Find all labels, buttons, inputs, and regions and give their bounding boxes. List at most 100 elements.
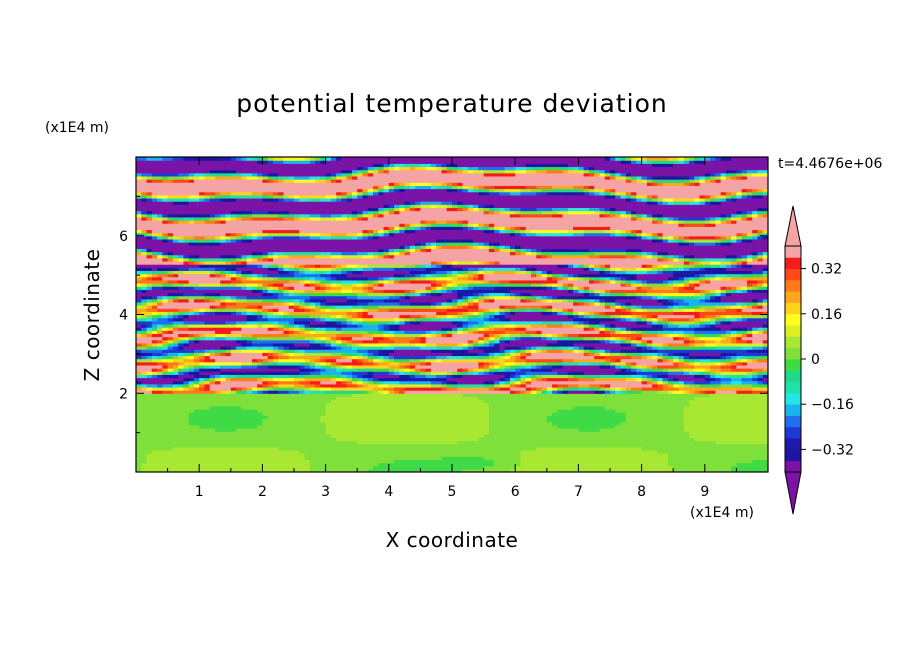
field-cell — [330, 459, 337, 464]
field-cell — [257, 409, 263, 413]
field-cell — [288, 418, 295, 423]
field-cell — [725, 446, 732, 451]
field-cell — [425, 453, 432, 457]
field-cell — [325, 465, 332, 470]
field-cell — [272, 437, 279, 442]
field-cell — [478, 434, 485, 438]
field-cell — [646, 427, 653, 432]
field-cell — [657, 405, 664, 410]
field-cell — [441, 418, 448, 423]
field-cell — [610, 409, 616, 413]
field-cell — [504, 456, 511, 460]
field-cell — [172, 440, 179, 445]
field-cell — [641, 405, 648, 410]
field-cell — [578, 468, 585, 472]
field-cell — [220, 405, 227, 410]
field-cell — [478, 431, 485, 435]
field-cell — [736, 459, 743, 464]
field-cell — [462, 402, 469, 407]
field-cell — [278, 424, 285, 429]
field-cell — [657, 446, 664, 451]
field-cell — [167, 449, 174, 454]
field-cell — [241, 424, 248, 429]
field-cell — [141, 431, 148, 435]
field-cell — [594, 424, 601, 429]
field-cell — [230, 421, 237, 426]
field-cell — [362, 405, 369, 410]
field-cell — [536, 462, 543, 467]
field-cell — [409, 402, 416, 407]
field-cell — [720, 434, 727, 438]
field-cell — [557, 424, 564, 429]
field-cell — [646, 431, 653, 435]
field-cell — [299, 405, 306, 410]
field-cell — [567, 402, 574, 407]
field-cell — [215, 449, 221, 454]
field-cell — [272, 405, 279, 410]
field-cell — [283, 402, 290, 407]
field-cell — [315, 465, 321, 470]
field-cell — [478, 449, 485, 454]
field-cell — [162, 412, 169, 416]
field-cell — [588, 421, 595, 426]
field-cell — [762, 405, 768, 410]
field-cell — [757, 424, 764, 429]
field-cell — [336, 405, 342, 410]
field-cell — [267, 440, 274, 445]
field-cell — [246, 462, 253, 467]
field-cell — [657, 431, 664, 435]
field-cell — [599, 465, 606, 470]
field-cell — [251, 437, 258, 442]
field-cell — [167, 427, 174, 432]
field-cell — [599, 462, 606, 467]
field-cell — [351, 402, 358, 407]
field-cell — [536, 443, 543, 448]
field-cell — [167, 431, 174, 435]
field-cell — [578, 456, 585, 460]
field-cell — [473, 437, 479, 442]
field-cell — [288, 440, 295, 445]
field-cell — [351, 424, 358, 429]
field-cell — [151, 434, 158, 438]
field-cell — [351, 456, 358, 460]
field-cell — [720, 405, 727, 410]
field-cell — [241, 434, 248, 438]
field-cell — [330, 468, 337, 472]
field-cell — [520, 446, 527, 451]
field-cell — [299, 456, 306, 460]
field-cell — [615, 440, 622, 445]
field-cell — [209, 456, 216, 460]
field-cell — [504, 409, 511, 413]
field-cell — [610, 443, 616, 448]
field-cell — [330, 412, 337, 416]
field-cell — [541, 427, 548, 432]
field-cell — [625, 443, 632, 448]
field-cell — [151, 446, 158, 451]
field-cell — [357, 427, 364, 432]
field-cell — [736, 456, 743, 460]
field-cell — [172, 453, 179, 457]
field-cell — [562, 434, 569, 438]
field-cell — [757, 415, 764, 420]
field-cell — [515, 459, 522, 464]
field-cell — [452, 424, 458, 429]
field-cell — [146, 443, 153, 448]
field-cell — [725, 449, 732, 454]
field-cell — [220, 424, 227, 429]
field-cell — [225, 459, 232, 464]
field-cell — [457, 409, 464, 413]
field-cell — [531, 431, 537, 435]
field-cell — [315, 418, 321, 423]
field-cell — [193, 424, 200, 429]
field-cell — [567, 462, 574, 467]
field-cell — [309, 449, 316, 454]
field-cell — [178, 412, 184, 416]
field-cell — [757, 443, 764, 448]
field-cell — [720, 446, 727, 451]
field-cell — [488, 446, 495, 451]
field-cell — [562, 440, 569, 445]
field-cell — [315, 459, 321, 464]
field-cell — [357, 405, 364, 410]
field-cell — [704, 453, 711, 457]
field-cell — [573, 412, 579, 416]
